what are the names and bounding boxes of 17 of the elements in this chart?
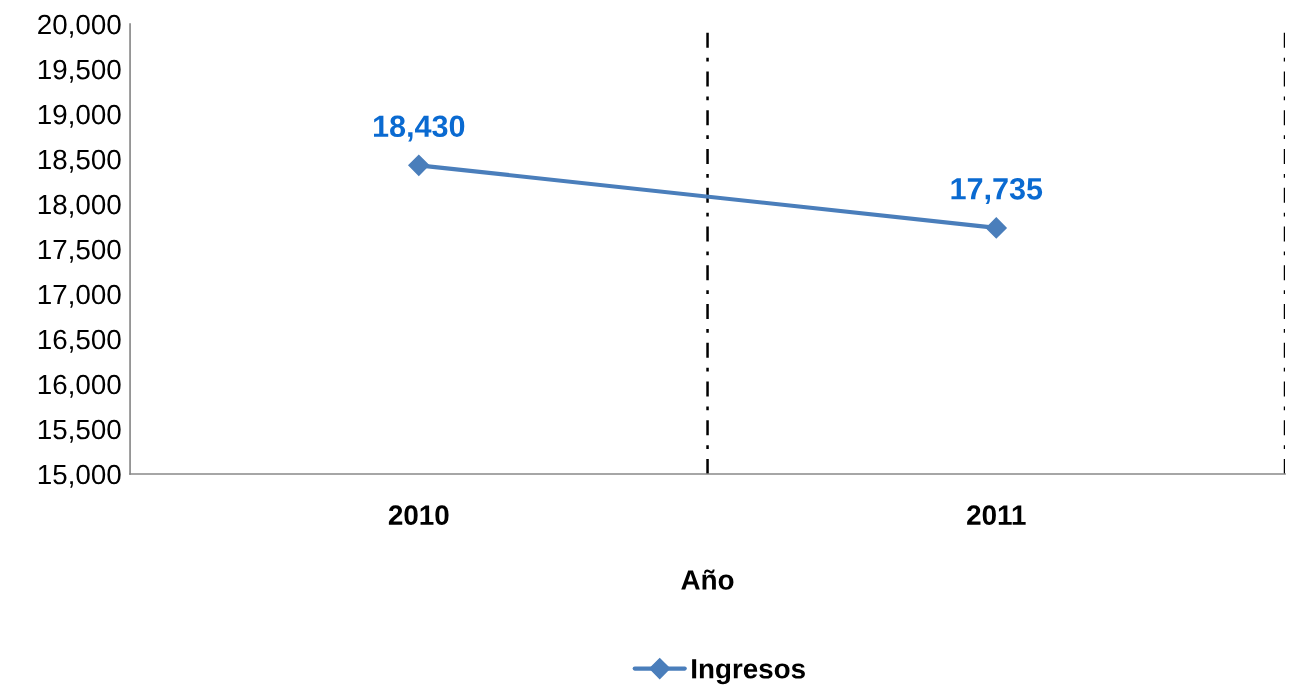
y-tick-label: 15,500 (38, 419, 121, 443)
y-tick-label: 17,500 (38, 239, 121, 263)
y-tick-label: 20,000 (38, 14, 121, 38)
text: 18,430 (374, 115, 465, 142)
y-tick-label: 17,000 (38, 284, 121, 308)
y-tick-label: 19,500 (38, 59, 121, 83)
x-axis-title: Año (681, 569, 734, 590)
x-tick-label: 2011 (967, 505, 1026, 525)
y-tick-label: 16,000 (38, 374, 121, 398)
legend-label: Ingresos (692, 659, 805, 685)
y-tick-label: 15,000 (38, 464, 121, 488)
y-tick-label: 18,000 (38, 194, 121, 218)
y-tick-label: 16,500 (38, 329, 121, 353)
text: 17,735 (951, 177, 1043, 205)
y-tick-label: 18,500 (38, 149, 121, 173)
x-tick-label: 2010 (388, 505, 449, 525)
y-tick-label: 19,000 (38, 104, 121, 128)
